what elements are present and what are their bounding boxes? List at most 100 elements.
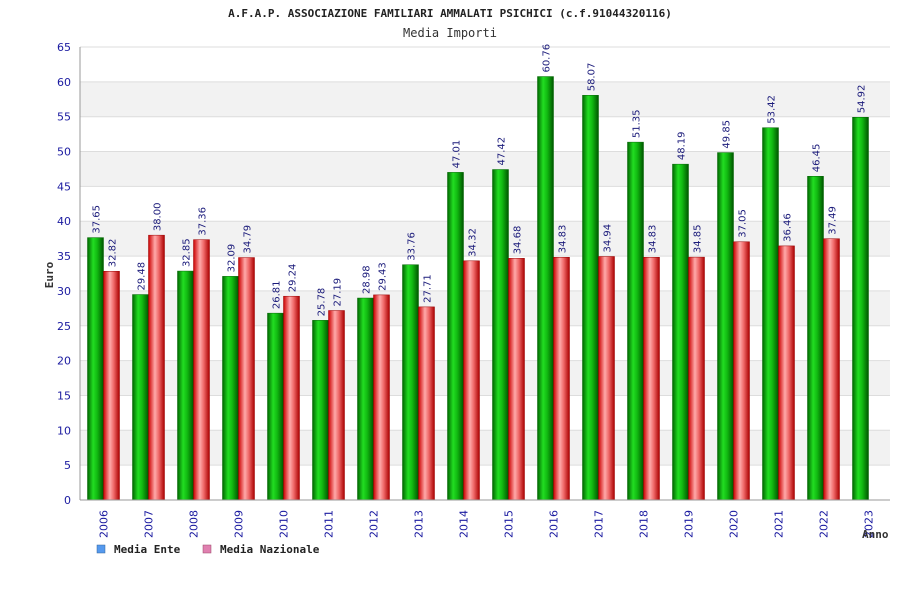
bar-media-nazionale-2016	[553, 257, 570, 501]
bar-media-ente-2011	[312, 320, 329, 501]
bar-media-ente-2013	[402, 264, 419, 501]
plot-band	[80, 430, 890, 466]
value-label-media-ente-2023: 54.92	[857, 85, 868, 114]
plot-band	[80, 151, 890, 187]
bar-media-ente-2020	[717, 152, 734, 501]
bar-media-nazionale-2022	[823, 238, 840, 501]
bar-media-ente-2006	[87, 237, 104, 501]
bar-media-nazionale-2017	[598, 256, 615, 501]
x-tick-label-2021: 2021	[773, 510, 786, 538]
value-label-media-nazionale-2013: 27.71	[423, 274, 434, 303]
x-tick-label-2014: 2014	[458, 510, 471, 538]
plot-band	[80, 325, 890, 361]
y-tick-label: 30	[57, 285, 71, 298]
value-label-media-ente-2007: 29.48	[137, 262, 148, 291]
plot-band	[80, 81, 890, 117]
x-tick-label-2011: 2011	[323, 510, 336, 538]
y-tick-label: 25	[57, 320, 71, 333]
plot-band	[80, 290, 890, 326]
bar-media-nazionale-2021	[778, 245, 795, 501]
x-axis-title: Anno	[862, 528, 889, 541]
bar-media-ente-2009	[222, 276, 239, 501]
value-label-media-ente-2013: 33.76	[407, 232, 418, 261]
plot-band	[80, 465, 890, 500]
y-tick-label: 15	[57, 389, 71, 402]
legend-label-media-nazionale: Media Nazionale	[220, 543, 320, 556]
value-label-media-ente-2015: 47.42	[497, 137, 508, 166]
x-tick-label-2013: 2013	[413, 510, 426, 538]
x-tick-label-2006: 2006	[98, 510, 111, 538]
bar-media-ente-2017	[582, 95, 599, 501]
value-label-media-nazionale-2006: 32.82	[108, 239, 119, 268]
y-axis-ticks: 0 5 10 15 20 25 30 35 40 45 50 55 60 65	[57, 41, 71, 507]
value-label-media-nazionale-2009: 34.79	[243, 225, 254, 254]
bar-media-ente-2019	[672, 163, 689, 501]
value-label-media-nazionale-2012: 29.43	[378, 262, 389, 291]
x-tick-label-2015: 2015	[503, 510, 516, 538]
bar-media-ente-2008	[177, 270, 194, 501]
chart-title: A.F.A.P. ASSOCIAZIONE FAMILIARI AMMALATI…	[228, 7, 672, 20]
value-label-media-nazionale-2017: 34.94	[603, 224, 614, 253]
value-label-media-nazionale-2022: 37.49	[828, 206, 839, 235]
bar-media-ente-2023	[852, 116, 869, 501]
value-label-media-ente-2009: 32.09	[227, 244, 238, 273]
bar-media-ente-2012	[357, 297, 374, 501]
y-tick-label: 0	[64, 494, 71, 507]
bar-media-ente-2014	[447, 172, 464, 501]
y-tick-label: 60	[57, 76, 71, 89]
value-label-media-ente-2021: 53.42	[767, 95, 778, 124]
plot-band	[80, 116, 890, 152]
bar-media-nazionale-2020	[733, 241, 750, 501]
value-label-media-ente-2010: 26.81	[272, 281, 283, 310]
legend: Media Ente Media Nazionale	[96, 543, 320, 556]
value-label-media-ente-2016: 60.76	[542, 44, 553, 73]
value-label-media-ente-2017: 58.07	[587, 63, 598, 92]
plot-band	[80, 186, 890, 222]
value-label-media-ente-2006: 37.65	[92, 205, 103, 234]
value-label-media-nazionale-2019: 34.85	[693, 224, 704, 253]
y-tick-label: 35	[57, 250, 71, 263]
value-label-media-nazionale-2021: 36.46	[783, 213, 794, 242]
value-label-media-ente-2014: 47.01	[452, 140, 463, 169]
plot-background	[80, 47, 890, 500]
value-label-media-nazionale-2016: 34.83	[558, 225, 569, 254]
plot-band	[80, 47, 890, 82]
plot-band	[80, 395, 890, 431]
bar-media-ente-2018	[627, 141, 644, 501]
bar-media-nazionale-2009	[238, 257, 255, 501]
legend-swatch-media-ente	[96, 544, 106, 554]
x-tick-label-2023: 2023	[863, 510, 876, 538]
bar-media-ente-2022	[807, 176, 824, 501]
value-label-media-nazionale-2008: 37.36	[198, 207, 209, 236]
bar-media-ente-2010	[267, 312, 284, 501]
value-label-media-nazionale-2007: 38.00	[153, 203, 164, 232]
value-label-media-nazionale-2018: 34.83	[648, 225, 659, 254]
x-axis-ticks: 2006 2007 2008 2009 2010 2011 2012 2013 2014 2015…	[98, 510, 876, 538]
value-labels: 37.65 32.82 29.48 38.00 32.85 37.36 32.09 34.79…	[92, 44, 868, 316]
y-tick-label: 10	[57, 424, 71, 437]
y-axis-title: Euro	[43, 261, 56, 288]
y-tick-label: 65	[57, 41, 71, 54]
bar-media-nazionale-2019	[688, 256, 705, 501]
chart-subtitle: Media Importi	[403, 26, 497, 40]
value-label-media-ente-2012: 28.98	[362, 265, 373, 294]
value-label-media-ente-2011: 25.78	[317, 288, 328, 317]
legend-swatch-media-nazionale	[202, 544, 212, 554]
x-tick-label-2020: 2020	[728, 510, 741, 538]
bar-media-nazionale-2013	[418, 306, 435, 501]
bar-media-nazionale-2006	[103, 271, 120, 501]
plot-band	[80, 221, 890, 257]
value-label-media-nazionale-2011: 27.19	[333, 278, 344, 307]
value-label-media-ente-2018: 51.35	[632, 109, 643, 138]
bar-media-ente-2021	[762, 127, 779, 501]
bar-media-nazionale-2008	[193, 239, 210, 501]
x-tick-label-2009: 2009	[233, 510, 246, 538]
y-tick-label: 5	[64, 459, 71, 472]
x-tick-label-2012: 2012	[368, 510, 381, 538]
value-label-media-nazionale-2015: 34.68	[513, 226, 524, 255]
value-label-media-ente-2019: 48.19	[677, 132, 688, 161]
bar-media-ente-2016	[537, 76, 554, 501]
x-tick-label-2010: 2010	[278, 510, 291, 538]
value-label-media-nazionale-2014: 34.32	[468, 228, 479, 257]
